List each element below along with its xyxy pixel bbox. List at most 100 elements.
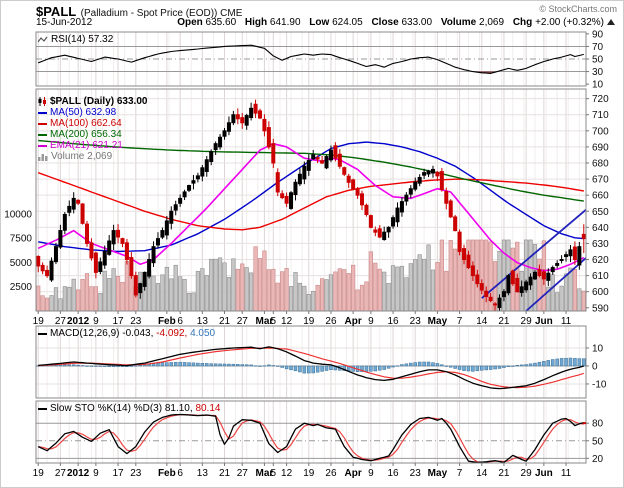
svg-text:21: 21 [219, 468, 231, 479]
svg-text:26: 26 [325, 316, 337, 327]
svg-text:2500: 2500 [10, 282, 33, 293]
svg-text:23: 23 [410, 316, 422, 327]
svg-text:20: 20 [592, 454, 604, 465]
svg-text:11: 11 [561, 316, 572, 327]
chg-up-icon [607, 19, 615, 25]
ma100-legend: MA(100) 662.64 [50, 118, 122, 129]
open-label: Open [177, 17, 203, 28]
candlestick-icon [38, 97, 46, 106]
svg-text:650: 650 [592, 207, 609, 218]
chg-label: Chg [512, 17, 533, 28]
macd-panel-plot: 10 0 -10 [35, 325, 607, 399]
ma100-swatch [38, 122, 47, 125]
svg-text:9: 9 [368, 316, 374, 327]
svg-text:Jun: Jun [535, 468, 553, 479]
svg-text:13: 13 [197, 468, 209, 479]
svg-text:700: 700 [592, 126, 609, 137]
sto-legend: Slow STO %K(14) %D(3) 81.10, 80.14 [38, 403, 220, 414]
svg-text:27: 27 [55, 468, 67, 479]
svg-text:27: 27 [237, 468, 249, 479]
svg-text:30: 30 [592, 67, 604, 78]
sto-panel-plot: 80 50 20 [35, 400, 604, 465]
quote-line: Open 635.60 High 641.90 Low 624.05 Close… [171, 17, 615, 28]
chg-value: +2.00 (+0.32%) [535, 17, 604, 28]
svg-text:7500: 7500 [10, 234, 33, 245]
svg-text:7: 7 [457, 468, 463, 479]
volume-label: Volume [440, 17, 477, 28]
candles [36, 99, 586, 311]
svg-text:29: 29 [521, 316, 533, 327]
svg-text:12: 12 [281, 468, 293, 479]
low-label: Low [309, 17, 330, 28]
svg-text:23: 23 [130, 316, 142, 327]
ticker-symbol: $PALL [36, 4, 77, 19]
svg-text:640: 640 [592, 223, 609, 234]
svg-text:80: 80 [592, 419, 604, 430]
macd-hist-value: 4.050 [190, 328, 216, 339]
svg-text:7: 7 [457, 316, 463, 327]
svg-text:620: 620 [592, 255, 609, 266]
svg-text:50: 50 [592, 55, 604, 66]
macd-histogram [36, 357, 586, 374]
svg-text:9: 9 [368, 468, 374, 479]
svg-text:17: 17 [112, 468, 124, 479]
ma50-swatch [38, 111, 47, 114]
svg-text:2012: 2012 [67, 316, 90, 327]
svg-text:16: 16 [387, 316, 399, 327]
svg-text:610: 610 [592, 271, 609, 282]
svg-text:710: 710 [592, 110, 609, 121]
svg-text:5: 5 [271, 316, 277, 327]
open-value: 635.60 [205, 17, 237, 28]
close-label: Close [371, 17, 399, 28]
indicator-icon [38, 36, 48, 42]
svg-text:660: 660 [592, 191, 609, 202]
svg-text:27: 27 [237, 316, 249, 327]
macd-legend: MACD(12,26,9) -0.043, -4.092, 4.050 [38, 328, 215, 339]
svg-text:26: 26 [325, 468, 337, 479]
svg-text:5000: 5000 [10, 258, 33, 269]
svg-text:2012: 2012 [67, 468, 90, 479]
svg-text:19: 19 [33, 316, 45, 327]
svg-text:May: May [428, 316, 448, 327]
svg-text:19: 19 [303, 468, 315, 479]
macd-swatch [38, 332, 47, 335]
svg-text:29: 29 [521, 468, 533, 479]
svg-text:9: 9 [93, 468, 99, 479]
price-legend: $PALL (Daily) 633.00 MA(50) 632.98 MA(10… [38, 96, 147, 162]
svg-text:27: 27 [55, 316, 67, 327]
svg-text:5: 5 [271, 468, 277, 479]
svg-text:690: 690 [592, 142, 609, 153]
ema21-swatch [38, 144, 47, 147]
macd-legend-text: MACD(12,26,9) -0.043, [50, 328, 154, 339]
svg-text:6: 6 [177, 316, 183, 327]
svg-text:720: 720 [592, 94, 609, 105]
ma50-legend: MA(50) 632.98 [50, 107, 117, 118]
macd-signal-value: -4.092, [156, 328, 188, 339]
rsi-legend-text: RSI(14) 57.32 [51, 34, 114, 45]
sto-legend-text: Slow STO %K(14) %D(3) 81.10, [50, 403, 193, 414]
chart-date: 15-Jun-2012 [36, 17, 93, 28]
svg-text:Apr: Apr [345, 316, 362, 327]
ema21-legend: EMA(21) 621.21 [50, 140, 123, 151]
rsi-legend: RSI(14) 57.32 [38, 34, 113, 45]
svg-text:Mar: Mar [256, 468, 274, 479]
svg-text:23: 23 [130, 468, 142, 479]
svg-text:21: 21 [219, 316, 231, 327]
sto-d-value: 80.14 [195, 403, 221, 414]
svg-text:680: 680 [592, 159, 609, 170]
svg-text:600: 600 [592, 287, 609, 298]
low-value: 624.05 [332, 17, 363, 28]
svg-text:16: 16 [387, 468, 399, 479]
copyright: © StockCharts.com [539, 4, 617, 14]
volume-value: 2,069 [479, 17, 505, 28]
chart-header: $PALL (Palladium - Spot Price (EOD)) CME [36, 3, 242, 21]
svg-text:670: 670 [592, 175, 609, 186]
svg-text:12: 12 [281, 316, 293, 327]
sto-swatch [38, 407, 47, 410]
volume-icon [38, 153, 48, 161]
svg-text:May: May [428, 468, 448, 479]
